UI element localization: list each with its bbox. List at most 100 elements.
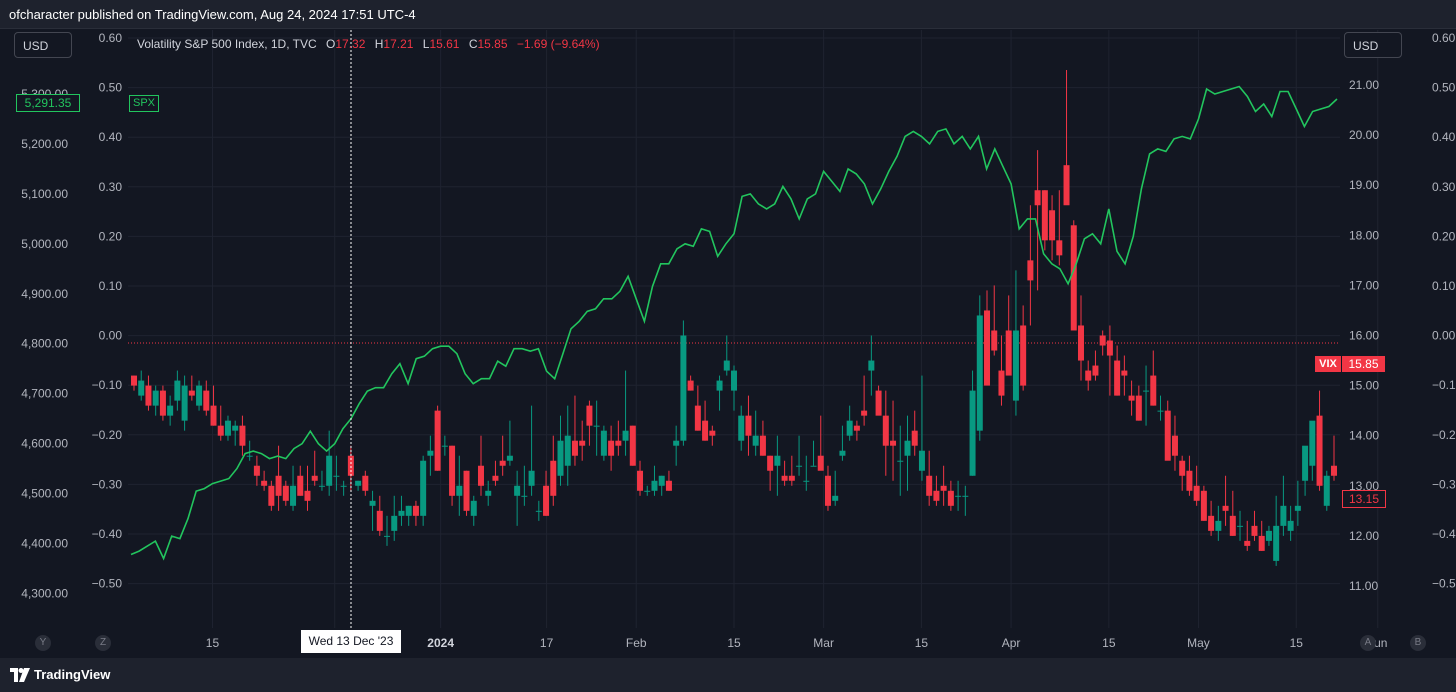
vix-candle — [463, 470, 470, 516]
vix-candle — [702, 400, 709, 441]
candle-body — [246, 455, 253, 457]
candle-body — [824, 475, 831, 506]
price-chart[interactable]: 5,300.005,200.005,100.005,000.004,900.00… — [0, 28, 1456, 658]
date-axis-tick: Apr — [1002, 636, 1021, 650]
candle-body — [355, 480, 362, 486]
vix-candle — [384, 515, 391, 546]
candle-body — [918, 450, 925, 471]
vix-candle — [687, 375, 694, 391]
candle-body — [1316, 415, 1323, 486]
vix-candle — [1005, 295, 1012, 376]
vix-candle — [1128, 380, 1135, 416]
candle-body — [557, 440, 564, 476]
spx-series-tag[interactable]: SPX — [129, 95, 159, 112]
vix-candle — [651, 465, 658, 496]
candle-body — [470, 500, 477, 516]
vix-series-tag: VIX — [1315, 356, 1341, 372]
candle-body — [890, 440, 897, 446]
vix-candle — [1193, 465, 1200, 506]
candle-body — [897, 460, 904, 462]
currency-right-button[interactable]: USD — [1344, 32, 1402, 58]
vix-candle — [665, 470, 672, 491]
vix-candle — [998, 335, 1005, 406]
right-axis-tick: 0.40 — [1432, 130, 1456, 144]
right-axis-tick: 0.30 — [1432, 180, 1456, 194]
vix-candle — [268, 480, 275, 511]
vix-legend: Volatility S&P 500 Index, 1D, TVC O17.32… — [137, 37, 600, 51]
vix-axis-tick: 17.00 — [1349, 278, 1379, 292]
candle-body — [796, 465, 803, 467]
vix-candle — [470, 495, 477, 526]
vix-candle — [152, 385, 159, 416]
candle-body — [1186, 470, 1193, 491]
candle-body — [976, 315, 983, 431]
candle-body — [586, 405, 593, 426]
candle-body — [535, 510, 542, 512]
candle-body — [615, 440, 622, 446]
candle-body — [543, 485, 550, 516]
vix-candle — [673, 425, 680, 466]
date-axis-tick: May — [1187, 636, 1210, 650]
candle-body — [188, 390, 195, 396]
candle-body — [1237, 525, 1244, 527]
candle-body — [600, 430, 607, 456]
vix-candle — [781, 460, 788, 486]
vix-candle — [593, 400, 600, 456]
vix-candle — [911, 410, 918, 456]
vix-candle — [159, 385, 166, 421]
candle-body — [1265, 530, 1272, 541]
candle-body — [1049, 210, 1056, 241]
vix-axis-tick: 20.00 — [1349, 128, 1379, 142]
candle-body — [152, 390, 159, 406]
vix-candle — [933, 475, 940, 506]
candle-body — [1005, 330, 1012, 376]
log-scale-button[interactable]: Y — [35, 635, 51, 651]
inner-axis-tick: −0.20 — [92, 428, 123, 442]
vix-candle — [745, 395, 752, 456]
candle-body — [571, 440, 578, 456]
vix-candle — [1265, 525, 1272, 546]
candle-body — [665, 480, 672, 491]
candle-body — [853, 425, 860, 431]
candle-body — [174, 380, 181, 401]
candle-body — [1121, 370, 1128, 376]
candle-body — [477, 465, 484, 486]
inner-axis-tick: 0.40 — [99, 130, 123, 144]
spx-axis-tick: 4,800.00 — [21, 337, 68, 351]
vix-candle — [861, 375, 868, 426]
candle-body — [167, 405, 174, 416]
candle-body — [253, 465, 260, 476]
vix-candle — [391, 495, 398, 541]
zoom-button[interactable]: Z — [95, 635, 111, 651]
vix-candle — [557, 415, 564, 486]
b-scale-button[interactable]: B — [1410, 635, 1426, 651]
vix-candle — [449, 445, 456, 506]
spx-line — [130, 85, 1338, 561]
currency-left-button[interactable]: USD — [14, 32, 72, 58]
candle-body — [181, 385, 188, 421]
spx-axis-tick: 5,200.00 — [21, 137, 68, 151]
candle-body — [326, 455, 333, 486]
legend-high: 17.21 — [383, 37, 414, 51]
vix-candle — [261, 470, 268, 491]
candle-body — [680, 335, 687, 441]
auto-scale-button[interactable]: A — [1360, 635, 1376, 651]
candle-body — [159, 390, 166, 416]
legend-low-label: L — [422, 37, 430, 51]
candle-body — [969, 390, 976, 476]
candle-body — [629, 425, 636, 466]
right-axis-labels: 0.60 0.50 0.40 0.30 0.20 0.10 0.00 −0.10 −0.20 −0… — [1432, 31, 1456, 591]
right-axis-tick: −0.20 — [1432, 428, 1456, 442]
vix-candle — [188, 375, 195, 401]
vix-candle — [853, 420, 860, 441]
vix-candle — [947, 480, 954, 511]
vix-candle — [1222, 475, 1229, 526]
vix-candle — [759, 420, 766, 456]
vix-candle — [1294, 480, 1301, 526]
vix-candle — [441, 435, 448, 456]
vix-candle — [962, 485, 969, 516]
vix-axis-tick: 11.00 — [1349, 579, 1378, 593]
candle-body — [391, 515, 398, 531]
vix-candle — [434, 405, 441, 471]
vix-candle — [246, 440, 253, 461]
